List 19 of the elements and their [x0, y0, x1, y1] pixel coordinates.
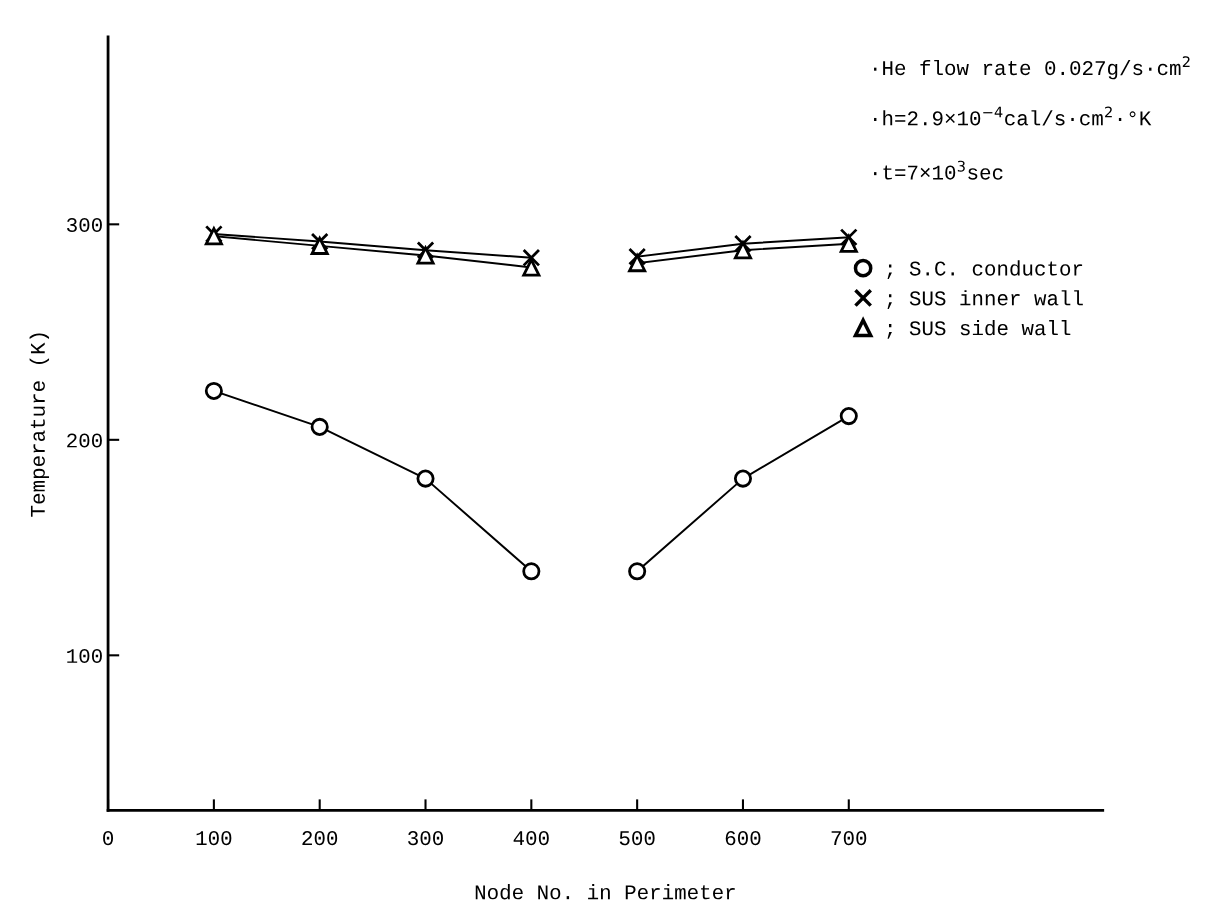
annotation: ·He flow rate 0.027g/s·cm$^{2}$: [874, 56, 1190, 80]
y-axis-title: Temperature (K): [29, 333, 50, 517]
x-tick-label: 200: [302, 831, 338, 846]
annotation: ·h=2.9×10$^{−4}$cal/s·cm$^{2}$·°K: [874, 106, 1152, 126]
y-tick-label: 300: [67, 217, 102, 233]
legend-label: ; SUS inner wall: [887, 290, 1083, 309]
legend-label: ; SUS side wall: [887, 320, 1071, 339]
x-tick-label: 500: [619, 831, 655, 846]
x-axis-title: Node No. in Perimeter: [475, 884, 735, 900]
annotation: ·t=7×10$^{3}$sec: [874, 160, 1003, 180]
x-tick-label: 0: [103, 831, 114, 846]
x-tick-label: 400: [513, 831, 549, 846]
x-tick-label: 600: [725, 831, 761, 846]
legend-label: ; S.C. conductor: [887, 260, 1083, 280]
x-tick-label: 100: [196, 831, 232, 846]
x-tick-label: 700: [831, 831, 867, 846]
x-tick-label: 300: [408, 831, 443, 846]
y-tick-label: 200: [67, 433, 102, 448]
y-tick-label: 100: [67, 648, 102, 664]
